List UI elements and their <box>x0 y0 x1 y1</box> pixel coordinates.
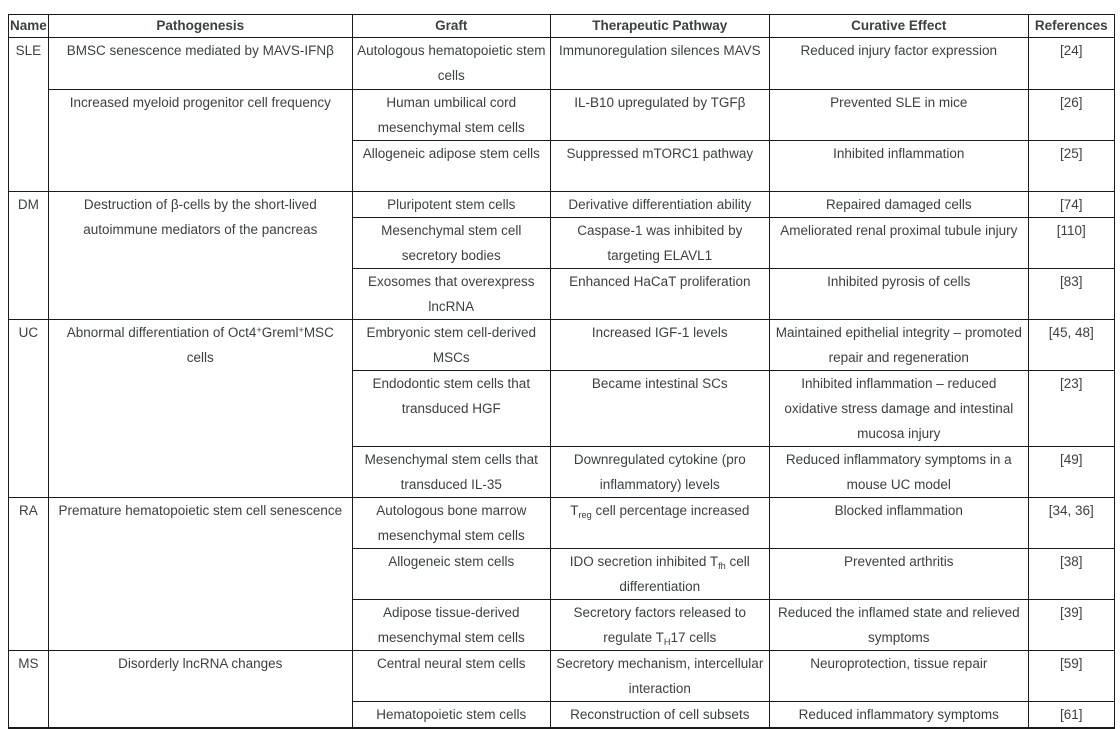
effect-cell: Maintained epithelial integrity – promot… <box>768 319 1029 371</box>
table-row: Hematopoietic stem cells Reconstruction … <box>9 701 1115 729</box>
table-row: Allogeneic stem cells IDO secretion inhi… <box>9 548 1115 600</box>
name-cell-uc: UC <box>8 319 49 498</box>
pathway-cell: Secretory factors released to regulate T… <box>549 599 770 651</box>
pathway-cell: Treg cell percentage increased <box>549 497 770 549</box>
effect-cell: Reduced injury factor expression <box>768 37 1029 90</box>
pathway-cell: Secretory mechanism, intercellular inter… <box>549 650 770 702</box>
graft-cell: Central neural stem cells <box>351 650 551 702</box>
refs-cell: [49] <box>1027 446 1115 498</box>
table-row: UC Abnormal differentiation of Oct4+Grem… <box>8 319 1115 498</box>
table-row: SLE BMSC senescence mediated by MAVS-IFN… <box>8 37 1115 192</box>
table-row: DM Destruction of β-cells by the short-l… <box>8 191 1115 320</box>
refs-cell: [23] <box>1027 370 1115 447</box>
pathogenesis-cell: Destruction of β-cells by the short-live… <box>47 191 353 320</box>
pathway-cell: IL-B10 upregulated by TGFβ <box>549 89 770 141</box>
pathogenesis-cell: Premature hematopoietic stem cell senesc… <box>47 497 353 651</box>
graft-cell: Allogeneic adipose stem cells <box>351 140 551 192</box>
table-row: Endodontic stem cells that transduced HG… <box>9 370 1115 447</box>
header-references: References <box>1027 14 1115 38</box>
graft-cell: Hematopoietic stem cells <box>351 701 551 729</box>
effect-cell: Reduced inflammatory symptoms in a mouse… <box>768 446 1029 498</box>
graft-cell: Adipose tissue-derived mesenchymal stem … <box>351 599 551 651</box>
graft-cell: Mesenchymal stem cell secretory bodies <box>351 217 551 269</box>
effect-cell: Blocked inflammation <box>768 497 1029 549</box>
name-cell-dm: DM <box>8 191 49 320</box>
table-row: Increased myeloid progenitor cell freque… <box>9 89 1115 192</box>
graft-cell: Allogeneic stem cells <box>351 548 551 600</box>
pathway-cell: Became intestinal SCs <box>549 370 770 447</box>
pathway-cell: Downregulated cytokine (pro inflammatory… <box>549 446 770 498</box>
effect-cell: Inhibited inflammation <box>768 140 1029 192</box>
effect-cell: Ameliorated renal proximal tubule injury <box>768 217 1029 269</box>
name-cell-ms: MS <box>8 650 49 729</box>
header-therapeutic-pathway: Therapeutic Pathway <box>549 14 770 38</box>
name-cell-sle: SLE <box>8 37 49 192</box>
header-curative-effect: Curative Effect <box>768 14 1029 38</box>
refs-cell: [26] <box>1027 89 1115 141</box>
header-row: Name Pathogenesis Graft Therapeutic Path… <box>8 14 1115 38</box>
refs-cell: [24] <box>1027 37 1115 90</box>
pathway-cell: Caspase-1 was inhibited by targeting ELA… <box>549 217 770 269</box>
header-graft: Graft <box>351 14 551 38</box>
graft-cell: Autologous bone marrow mesenchymal stem … <box>351 497 551 549</box>
refs-cell: [59] <box>1027 650 1115 702</box>
effect-cell: Inhibited pyrosis of cells <box>768 268 1029 320</box>
pathogenesis-cell: BMSC senescence mediated by MAVS-IFNβ <box>47 37 353 90</box>
table-row: Allogeneic adipose stem cells Suppressed… <box>9 140 1115 192</box>
pathway-cell: IDO secretion inhibited Tfh cell differe… <box>549 548 770 600</box>
refs-cell: [61] <box>1027 701 1115 729</box>
graft-cell: Pluripotent stem cells <box>351 191 551 218</box>
refs-cell: [34, 36] <box>1027 497 1115 549</box>
refs-cell: [74] <box>1027 191 1115 218</box>
graft-cell: Exosomes that overexpress lncRNA <box>351 268 551 320</box>
table-row: Exosomes that overexpress lncRNA Enhance… <box>9 268 1115 320</box>
pathway-cell: Suppressed mTORC1 pathway <box>549 140 770 192</box>
graft-cell: Embryonic stem cell-derived MSCs <box>351 319 551 371</box>
refs-cell: [83] <box>1027 268 1115 320</box>
effect-cell: Inhibited inflammation – reduced oxidati… <box>768 370 1029 447</box>
graft-cell: Mesenchymal stem cells that transduced I… <box>351 446 551 498</box>
stem-cell-therapy-table: Name Pathogenesis Graft Therapeutic Path… <box>8 14 1115 729</box>
effect-cell: Repaired damaged cells <box>768 191 1029 218</box>
effect-cell: Reduced the inflamed state and relieved … <box>768 599 1029 651</box>
refs-cell: [110] <box>1027 217 1115 269</box>
header-pathogenesis: Pathogenesis <box>47 14 353 38</box>
effect-cell: Reduced inflammatory symptoms <box>768 701 1029 729</box>
graft-cell: Autologous hematopoietic stem cells <box>351 37 551 90</box>
pathway-cell: Increased IGF-1 levels <box>549 319 770 371</box>
therapy-table-container: Name Pathogenesis Graft Therapeutic Path… <box>8 14 1115 729</box>
refs-cell: [38] <box>1027 548 1115 600</box>
refs-cell: [25] <box>1027 140 1115 192</box>
table-row: Adipose tissue-derived mesenchymal stem … <box>9 599 1115 651</box>
table-row: Mesenchymal stem cell secretory bodies C… <box>9 217 1115 269</box>
header-name: Name <box>8 14 49 38</box>
refs-cell: [45, 48] <box>1027 319 1115 371</box>
effect-cell: Neuroprotection, tissue repair <box>768 650 1029 702</box>
pathway-cell: Reconstruction of cell subsets <box>549 701 770 729</box>
pathogenesis-cell: Increased myeloid progenitor cell freque… <box>47 89 353 192</box>
table-row: Mesenchymal stem cells that transduced I… <box>9 446 1115 498</box>
table-row: RA Premature hematopoietic stem cell sen… <box>8 497 1115 651</box>
pathway-cell: Enhanced HaCaT proliferation <box>549 268 770 320</box>
name-cell-ra: RA <box>8 497 49 651</box>
graft-cell: Endodontic stem cells that transduced HG… <box>351 370 551 447</box>
refs-cell: [39] <box>1027 599 1115 651</box>
graft-cell: Human umbilical cord mesenchymal stem ce… <box>351 89 551 141</box>
pathogenesis-cell: Disorderly lncRNA changes <box>47 650 353 729</box>
pathogenesis-cell: Abnormal differentiation of Oct4+Greml+M… <box>47 319 353 498</box>
pathway-cell: Derivative differentiation ability <box>549 191 770 218</box>
pathway-cell: Immunoregulation silences MAVS <box>549 37 770 90</box>
effect-cell: Prevented SLE in mice <box>768 89 1029 141</box>
effect-cell: Prevented arthritis <box>768 548 1029 600</box>
table-row: MS Disorderly lncRNA changes Central neu… <box>8 650 1115 729</box>
